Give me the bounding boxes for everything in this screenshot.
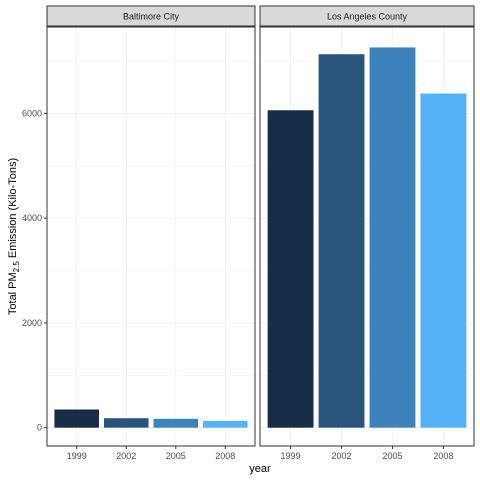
y-tick-label: 0 <box>37 423 42 433</box>
x-axis-title: year <box>249 463 271 475</box>
bar <box>267 110 314 428</box>
bar <box>103 418 149 428</box>
facet-strip-label: Baltimore City <box>123 12 180 22</box>
y-tick-label: 6000 <box>22 108 42 118</box>
x-tick-label: 2005 <box>382 451 402 461</box>
y-axis-ticks: 0 2000 4000 6000 <box>22 108 47 433</box>
facet-panel: Baltimore City 1999 2002 2005 2008 <box>46 5 256 461</box>
x-tick-label: 1999 <box>67 451 87 461</box>
x-tick-label: 1999 <box>281 451 301 461</box>
bar <box>153 418 199 428</box>
facet-panel: Los Angeles County 1999 2002 2005 2008 <box>259 5 475 461</box>
panel-border <box>259 26 475 447</box>
bar <box>369 47 416 428</box>
bar <box>203 420 248 428</box>
x-tick-label: 2008 <box>433 451 453 461</box>
x-tick-label: 2002 <box>332 451 352 461</box>
y-tick-label: 2000 <box>22 318 42 328</box>
y-tick-label: 4000 <box>22 213 42 223</box>
facet-strip <box>259 5 475 27</box>
facet-strip-label: Los Angeles County <box>327 12 408 22</box>
x-tick-label: 2005 <box>166 451 186 461</box>
bar <box>54 409 99 428</box>
x-tick-label: 2002 <box>116 451 136 461</box>
y-axis-title: Total PM2.5 Emission (Kilo-Tons) <box>7 158 21 315</box>
facet-strip <box>46 5 256 27</box>
panel-border <box>46 26 256 447</box>
x-tick-label: 2008 <box>215 451 235 461</box>
bar <box>420 93 467 428</box>
bar <box>318 54 365 428</box>
